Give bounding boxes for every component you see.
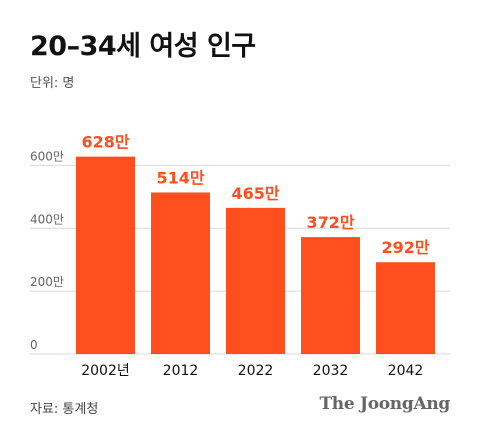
- brand-logo: The JoongAng: [319, 394, 450, 414]
- bar: [226, 207, 285, 354]
- y-tick-label: 200만: [30, 275, 64, 289]
- bar: [151, 192, 210, 354]
- source-note: 자료: 통계청: [30, 402, 99, 417]
- y-tick-label: 400만: [30, 212, 64, 226]
- x-tick-label: 2002년: [81, 363, 130, 379]
- data-label: 292만: [381, 238, 429, 257]
- x-tick-label: 2012: [163, 363, 199, 379]
- data-labels: 628만 514만 465만 372만 292만: [81, 133, 429, 258]
- bar: [376, 262, 435, 354]
- bars: [76, 156, 435, 354]
- x-tick-label: 2022: [238, 363, 274, 379]
- data-label: 465만: [231, 184, 279, 203]
- chart-title: 20–34세 여성 인구: [30, 31, 256, 62]
- x-tick-label: 2042: [388, 363, 424, 379]
- data-label: 514만: [156, 168, 204, 187]
- unit-label: 단위: 명: [30, 76, 75, 91]
- x-tick-label: 2032: [313, 363, 349, 379]
- y-tick-label: 600만: [30, 149, 64, 163]
- bar: [301, 237, 360, 354]
- data-label: 372만: [306, 213, 354, 232]
- data-label: 628만: [81, 133, 129, 152]
- bar: [76, 156, 135, 354]
- y-tick-label: 0: [30, 338, 38, 352]
- x-axis-ticks: 2002년 2012 2022 2032 2042: [81, 363, 423, 379]
